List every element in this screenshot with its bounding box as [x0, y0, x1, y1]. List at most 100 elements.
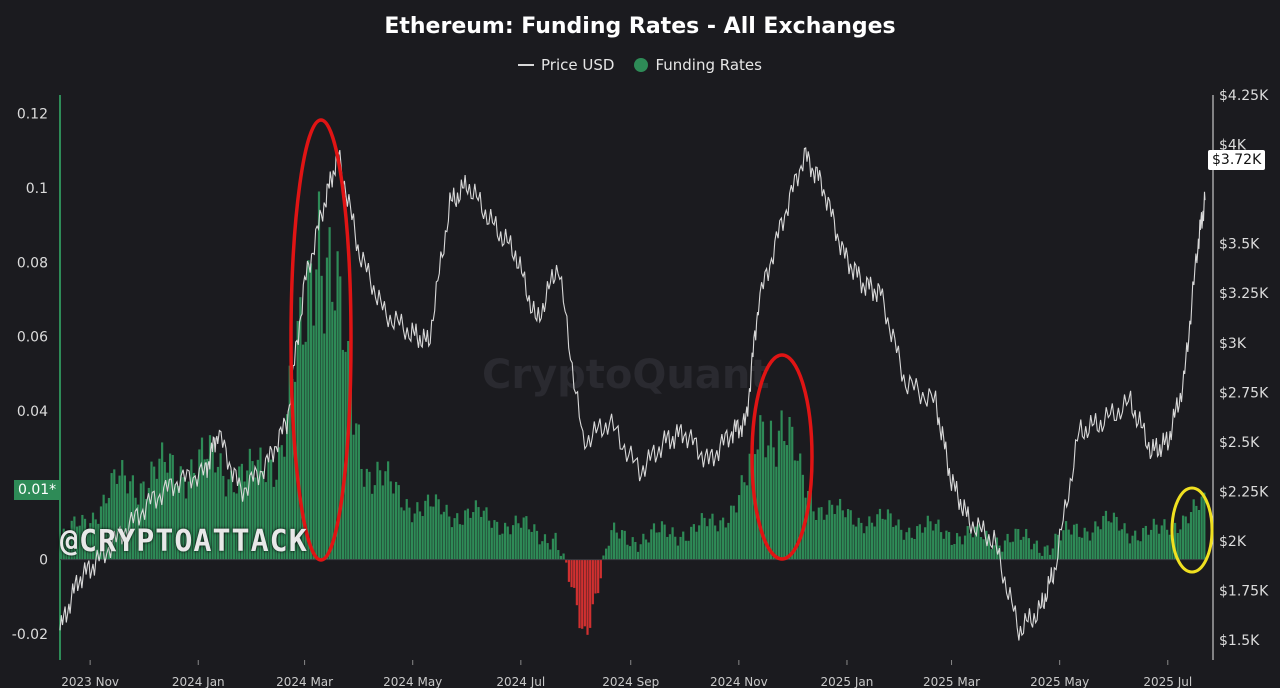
funding-bar: [644, 539, 648, 560]
legend-label-price: Price USD: [541, 56, 615, 74]
chart-title: Ethereum: Funding Rates - All Exchanges: [384, 14, 896, 39]
funding-bar: [1046, 545, 1049, 560]
x-tick-label: 2025 Jul: [1143, 675, 1192, 688]
funding-bar: [270, 459, 273, 560]
funding-bar: [333, 310, 337, 560]
funding-bar: [182, 477, 185, 560]
funding-bar: [620, 530, 624, 560]
funding-bar: [230, 470, 233, 560]
funding-bar: [1011, 541, 1015, 560]
funding-bar: [799, 453, 802, 560]
funding-bar: [902, 539, 905, 560]
funding-bar: [838, 498, 842, 560]
funding-bar: [926, 515, 929, 560]
funding-bar: [538, 544, 541, 560]
funding-bar: [815, 519, 818, 560]
funding-bar: [429, 506, 432, 560]
price-line-icon: [518, 64, 535, 66]
funding-bar: [1187, 523, 1190, 560]
funding-bar: [501, 533, 504, 560]
funding-bar: [482, 510, 485, 560]
legend-item-price[interactable]: Price USD: [518, 56, 614, 74]
funding-bar: [75, 526, 79, 560]
funding-bar: [110, 473, 113, 560]
funding-bar: [376, 461, 379, 560]
funding-bar: [503, 522, 507, 560]
funding-bar: [448, 516, 451, 560]
funding-bar: [107, 497, 111, 560]
funding-bar: [618, 538, 621, 560]
funding-bar: [533, 524, 536, 560]
left-tick-label: -0.02: [12, 627, 48, 643]
funding-bar: [908, 527, 911, 560]
funding-bar: [1025, 528, 1028, 560]
funding-bar: [916, 526, 919, 560]
funding-bar: [123, 475, 127, 560]
funding-bar: [804, 497, 807, 560]
funding-bar: [674, 536, 677, 560]
funding-bar: [567, 559, 571, 582]
funding-bar: [352, 434, 355, 560]
funding-bar: [179, 466, 182, 560]
left-tick-label: 0.06: [17, 330, 48, 346]
funding-bar: [163, 461, 166, 560]
funding-bar: [190, 459, 193, 560]
funding-bar: [889, 513, 892, 560]
funding-bar: [509, 534, 512, 560]
funding-bar: [1112, 512, 1116, 560]
funding-bar: [836, 505, 839, 560]
funding-bar: [424, 500, 427, 560]
funding-bar: [187, 481, 190, 560]
funding-bar: [570, 559, 573, 588]
funding-bar: [940, 532, 943, 560]
funding-bar: [974, 526, 977, 560]
funding-bar: [381, 485, 384, 560]
funding-bar: [278, 447, 281, 560]
funding-bar: [464, 510, 467, 560]
funding-bar: [1160, 525, 1163, 560]
funding-bar: [240, 463, 243, 560]
funding-bar: [1030, 549, 1033, 560]
funding-bar: [1075, 523, 1078, 560]
funding-bar: [788, 417, 791, 560]
funding-bar: [578, 559, 581, 629]
funding-bar: [565, 559, 568, 563]
right-tick-label: $2K: [1219, 534, 1247, 550]
funding-bar: [607, 545, 610, 560]
legend-item-funding[interactable]: Funding Rates: [634, 56, 762, 74]
x-tick-label: 2024 Jul: [496, 675, 545, 688]
funding-bar: [1041, 555, 1044, 560]
funding-bar: [924, 527, 927, 560]
funding-bar: [884, 519, 887, 560]
funding-bar: [373, 485, 376, 560]
funding-bar: [937, 519, 940, 560]
funding-bar: [1080, 537, 1084, 560]
right-tick-label: $2.5K: [1219, 435, 1260, 451]
funding-bar: [825, 514, 828, 560]
funding-bar: [363, 486, 366, 560]
funding-bar: [966, 526, 969, 560]
funding-bar: [139, 483, 142, 560]
funding-bar: [456, 513, 459, 560]
funding-bar: [708, 518, 711, 560]
funding-bar: [1155, 524, 1158, 560]
funding-bar: [453, 518, 456, 560]
funding-bar: [142, 481, 145, 560]
funding-bar: [254, 477, 257, 560]
right-tick-label: $2.25K: [1219, 484, 1269, 500]
funding-bar: [480, 516, 483, 560]
funding-bar: [145, 498, 148, 560]
funding-bar: [291, 379, 294, 560]
funding-bar: [1054, 533, 1057, 560]
funding-bar: [854, 526, 858, 560]
funding-bar: [256, 459, 259, 560]
funding-bar: [461, 524, 464, 560]
funding-bar: [450, 527, 454, 560]
funding-bar: [543, 534, 547, 560]
funding-bar: [650, 529, 653, 560]
left-tick-label: 0.04: [17, 404, 48, 420]
funding-bar: [727, 522, 730, 560]
funding-bar: [517, 523, 520, 560]
funding-bar: [222, 475, 225, 560]
funding-bar: [777, 430, 781, 560]
